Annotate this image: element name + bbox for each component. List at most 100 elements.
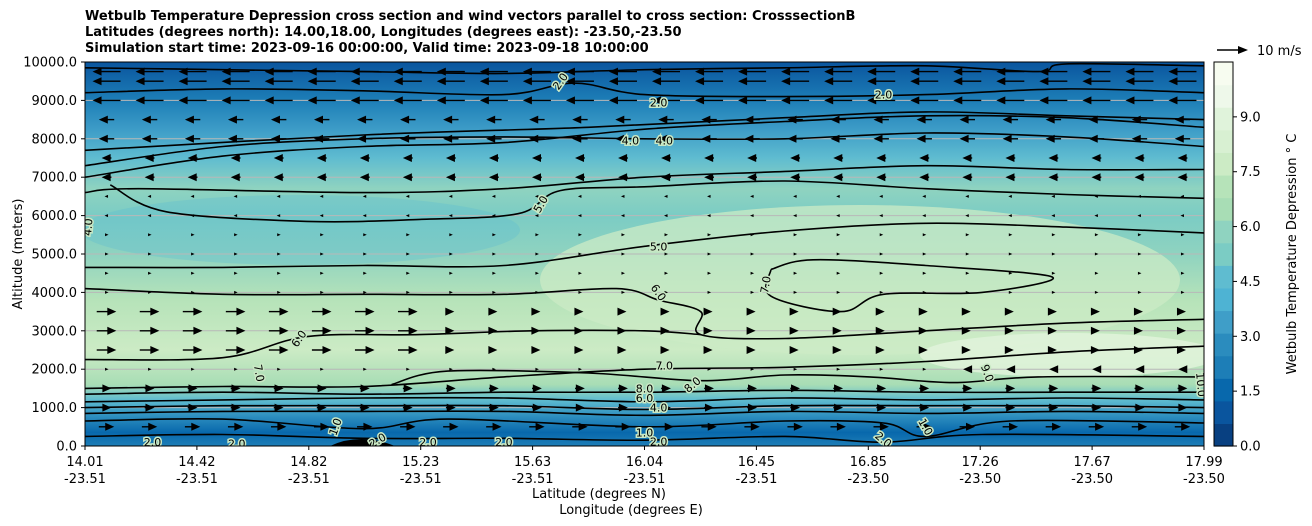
wind-vector bbox=[873, 422, 889, 431]
wind-vector bbox=[270, 134, 287, 143]
contour-label: 4.0 bbox=[620, 133, 641, 149]
wind-vector bbox=[316, 384, 327, 393]
wind-vector bbox=[147, 214, 152, 218]
wind-vector bbox=[790, 384, 801, 393]
wind-vector bbox=[922, 252, 927, 256]
wind-vector bbox=[488, 346, 498, 354]
wind-vector bbox=[875, 326, 885, 335]
wind-vector bbox=[178, 77, 207, 86]
wind-vector bbox=[492, 271, 496, 275]
x-tick-label-lon: -23.50 bbox=[959, 472, 1001, 487]
wind-vector bbox=[402, 384, 413, 393]
x-tick-label-lat: 16.45 bbox=[738, 455, 775, 470]
wind-vector bbox=[529, 134, 545, 143]
wind-vector bbox=[486, 134, 502, 143]
contour-line-5 bbox=[109, 180, 1204, 223]
wind-vector bbox=[707, 252, 712, 256]
wind-vector bbox=[270, 115, 287, 124]
wind-vector bbox=[615, 422, 631, 431]
colorbar-tick-label: 7.5 bbox=[1240, 165, 1261, 180]
wind-vector bbox=[916, 134, 932, 143]
colorbar-segment bbox=[1214, 265, 1233, 289]
wind-vector bbox=[836, 233, 841, 237]
wind-vector bbox=[141, 134, 158, 143]
wind-vector bbox=[233, 194, 238, 198]
wind-vector bbox=[996, 77, 1025, 86]
wind-vector bbox=[534, 214, 539, 218]
wind-vector bbox=[1002, 115, 1019, 124]
wind-vector bbox=[436, 77, 465, 86]
wind-vector bbox=[405, 194, 410, 198]
wind-vector bbox=[789, 326, 799, 335]
wind-vector bbox=[1133, 346, 1143, 354]
wind-vector bbox=[363, 367, 367, 371]
wind-vector bbox=[618, 403, 628, 412]
colorbar-segment bbox=[1214, 84, 1233, 108]
contour-label: 4.0 bbox=[654, 133, 675, 149]
terrain-bump bbox=[330, 439, 395, 446]
wind-vector bbox=[182, 346, 203, 354]
x-tick-label-lon: -23.51 bbox=[64, 472, 106, 487]
x-tick-label-lat: 14.82 bbox=[290, 455, 327, 470]
wind-vector bbox=[1008, 233, 1013, 237]
wind-vector bbox=[230, 154, 241, 162]
wind-vector bbox=[1135, 365, 1145, 374]
colorbar bbox=[1214, 62, 1233, 447]
wind-vector bbox=[875, 307, 885, 316]
wind-vector bbox=[141, 115, 158, 124]
wind-vector bbox=[445, 384, 456, 393]
wind-vector bbox=[1134, 173, 1145, 182]
wind-vector bbox=[147, 194, 152, 198]
wind-vector bbox=[704, 173, 714, 182]
contour-label: 2.0 bbox=[648, 434, 669, 446]
wind-vector bbox=[787, 115, 803, 124]
wind-vector bbox=[1082, 96, 1111, 105]
wind-vector bbox=[397, 326, 418, 335]
contour-line-6 bbox=[85, 329, 701, 361]
wind-vector bbox=[1045, 134, 1062, 143]
x-tick-label-lon: -23.51 bbox=[400, 472, 442, 487]
wind-vector bbox=[830, 115, 846, 124]
wind-vector bbox=[1048, 384, 1059, 393]
wind-vector bbox=[230, 384, 241, 393]
warm-anomaly-patch bbox=[540, 205, 1180, 355]
wind-vector bbox=[1051, 194, 1055, 198]
wind-vector bbox=[1133, 307, 1143, 316]
wind-vector bbox=[876, 403, 887, 412]
wind-vector bbox=[443, 134, 459, 143]
colorbar-segment bbox=[1214, 107, 1233, 131]
wind-vector bbox=[92, 67, 121, 76]
wind-vector bbox=[522, 67, 551, 76]
wind-vector bbox=[1004, 326, 1014, 335]
contour-label: 2.0 bbox=[142, 435, 163, 446]
wind-vector bbox=[578, 290, 582, 294]
wind-vector bbox=[787, 134, 803, 143]
wind-vector bbox=[144, 154, 155, 162]
wind-vector bbox=[1004, 346, 1014, 354]
x-axis-label-latitude: Latitude (degrees N) bbox=[532, 487, 666, 502]
x-tick-label-lat: 15.23 bbox=[402, 455, 439, 470]
wind-vector bbox=[357, 422, 373, 431]
wind-vector bbox=[781, 67, 810, 76]
contour-lines bbox=[85, 62, 1204, 444]
wind-vector bbox=[277, 271, 281, 275]
wind-vector bbox=[833, 173, 844, 182]
svg-text:4.0: 4.0 bbox=[650, 402, 668, 415]
wind-vector bbox=[664, 214, 668, 218]
wind-vector bbox=[1131, 115, 1148, 124]
x-tick-label-lon: -23.50 bbox=[1183, 472, 1225, 487]
wind-vectors bbox=[92, 67, 1197, 431]
colorbar-tick-label: 4.5 bbox=[1240, 275, 1261, 290]
wind-vector bbox=[221, 96, 250, 105]
wind-vector bbox=[833, 384, 844, 393]
wind-vector bbox=[747, 173, 757, 182]
wind-vector bbox=[565, 67, 594, 76]
wind-vector bbox=[664, 233, 669, 237]
wind-vector bbox=[879, 367, 884, 371]
contour-line-2 bbox=[85, 82, 1204, 98]
wind-vector bbox=[1091, 403, 1102, 412]
wind-vector bbox=[965, 271, 970, 275]
wind-vector bbox=[618, 384, 628, 393]
colorbar-segment bbox=[1214, 333, 1233, 357]
wind-vector bbox=[311, 307, 332, 316]
